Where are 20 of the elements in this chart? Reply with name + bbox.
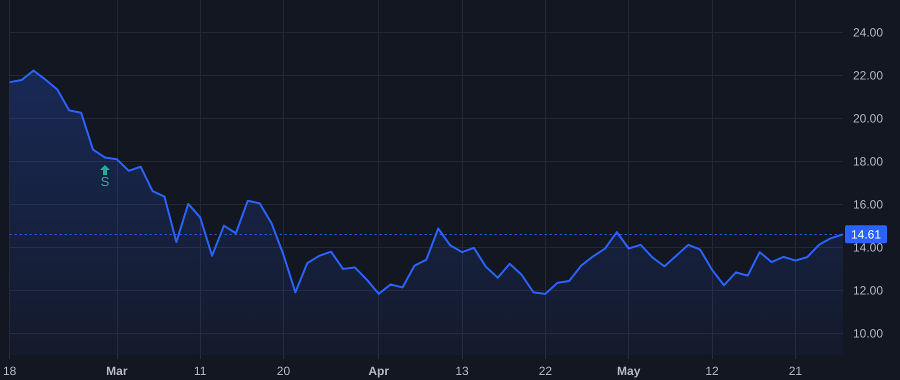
x-tick-label: 21 bbox=[788, 364, 802, 378]
y-tick-label: 20.00 bbox=[853, 111, 884, 126]
x-tick-label: Apr bbox=[368, 364, 390, 378]
y-tick-label: 24.00 bbox=[853, 25, 884, 40]
annotation: S bbox=[100, 174, 110, 190]
x-tick-label: 18 bbox=[2, 364, 17, 378]
y-tick-label: 22.00 bbox=[853, 68, 884, 82]
y-tick-label: 10.00 bbox=[853, 326, 884, 340]
y-tick-label: 14.00 bbox=[853, 240, 884, 254]
x-tick-label: Mar bbox=[106, 364, 128, 378]
x-tick-label: 20 bbox=[276, 364, 290, 378]
ref-line-label: 14.61 bbox=[851, 227, 882, 242]
y-tick-label: 16.00 bbox=[853, 197, 884, 212]
x-tick-label: May bbox=[617, 364, 641, 378]
y-tick-label: 18.00 bbox=[853, 154, 884, 168]
x-tick-label: 22 bbox=[538, 364, 552, 378]
x-tick-label: 11 bbox=[194, 364, 207, 378]
x-tick-label: 13 bbox=[455, 364, 470, 378]
x-tick-label: 12 bbox=[705, 364, 720, 378]
y-tick-label: 12.00 bbox=[853, 283, 884, 298]
